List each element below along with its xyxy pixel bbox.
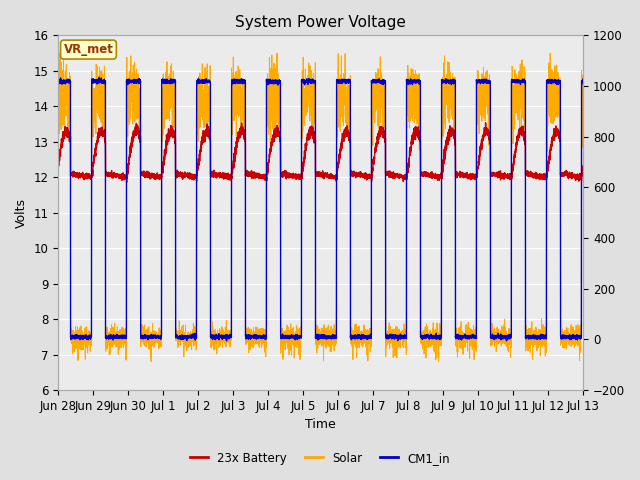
23x Battery [369,160,377,166]
Solar [579,117,587,122]
CM1_in [446,78,454,84]
Solar [396,338,404,344]
23x Battery [123,180,131,185]
Solar [255,328,263,334]
23x Battery [486,135,494,141]
Solar [547,50,554,56]
23x Battery [446,128,454,134]
23x Battery [150,171,157,177]
CM1_in [54,79,62,84]
CM1_in [223,338,230,344]
Text: VR_met: VR_met [63,43,113,56]
Title: System Power Voltage: System Power Voltage [236,15,406,30]
CM1_in [369,78,377,84]
23x Battery [54,161,62,167]
Y-axis label: Volts: Volts [15,198,28,228]
CM1_in [486,78,494,84]
Line: Solar: Solar [58,53,583,361]
Solar [369,116,377,122]
Solar [147,359,155,364]
23x Battery [482,120,490,126]
Line: CM1_in: CM1_in [58,77,583,341]
Line: 23x Battery: 23x Battery [58,123,583,182]
Solar [150,331,157,336]
Solar [54,99,62,105]
23x Battery [579,163,587,168]
CM1_in [150,334,157,339]
23x Battery [255,175,263,181]
CM1_in [579,81,587,87]
Legend: 23x Battery, Solar, CM1_in: 23x Battery, Solar, CM1_in [186,447,454,469]
CM1_in [396,334,404,340]
CM1_in [95,74,103,80]
X-axis label: Time: Time [305,419,336,432]
23x Battery [396,173,404,179]
CM1_in [255,333,263,339]
Solar [486,95,493,100]
Solar [446,69,454,75]
